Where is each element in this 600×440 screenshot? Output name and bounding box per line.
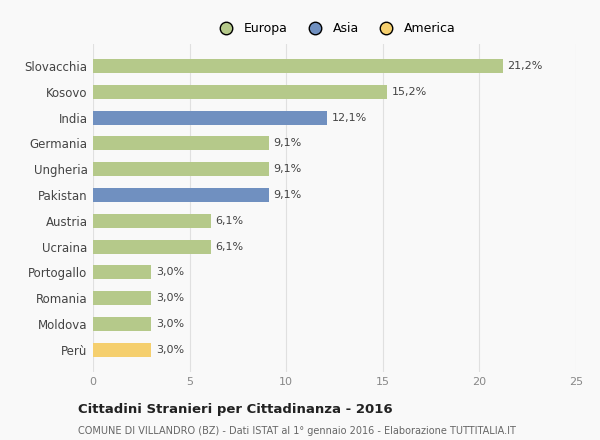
Bar (93, 291, 151, 305)
Text: 9,1%: 9,1% (274, 190, 302, 200)
Text: 9,1%: 9,1% (274, 139, 302, 148)
Bar (93, 162, 269, 176)
Bar (93, 85, 386, 99)
Bar (93, 343, 151, 357)
Text: 6,1%: 6,1% (215, 242, 244, 252)
Text: 6,1%: 6,1% (215, 216, 244, 226)
Bar (93, 188, 269, 202)
Text: 3,0%: 3,0% (156, 293, 184, 303)
Legend: Europa, Asia, America: Europa, Asia, America (209, 18, 460, 40)
Text: 21,2%: 21,2% (508, 61, 543, 71)
Bar (93, 110, 327, 125)
Bar (93, 214, 211, 228)
Text: 12,1%: 12,1% (332, 113, 367, 123)
Text: 3,0%: 3,0% (156, 268, 184, 277)
Text: Cittadini Stranieri per Cittadinanza - 2016: Cittadini Stranieri per Cittadinanza - 2… (78, 403, 392, 416)
Text: 3,0%: 3,0% (156, 345, 184, 355)
Bar (93, 136, 269, 150)
Text: 3,0%: 3,0% (156, 319, 184, 329)
Text: COMUNE DI VILLANDRO (BZ) - Dati ISTAT al 1° gennaio 2016 - Elaborazione TUTTITAL: COMUNE DI VILLANDRO (BZ) - Dati ISTAT al… (78, 425, 516, 436)
Bar (93, 59, 503, 73)
Bar (93, 317, 151, 331)
Text: 9,1%: 9,1% (274, 164, 302, 174)
Bar (93, 265, 151, 279)
Text: 15,2%: 15,2% (391, 87, 427, 97)
Bar (93, 239, 211, 254)
